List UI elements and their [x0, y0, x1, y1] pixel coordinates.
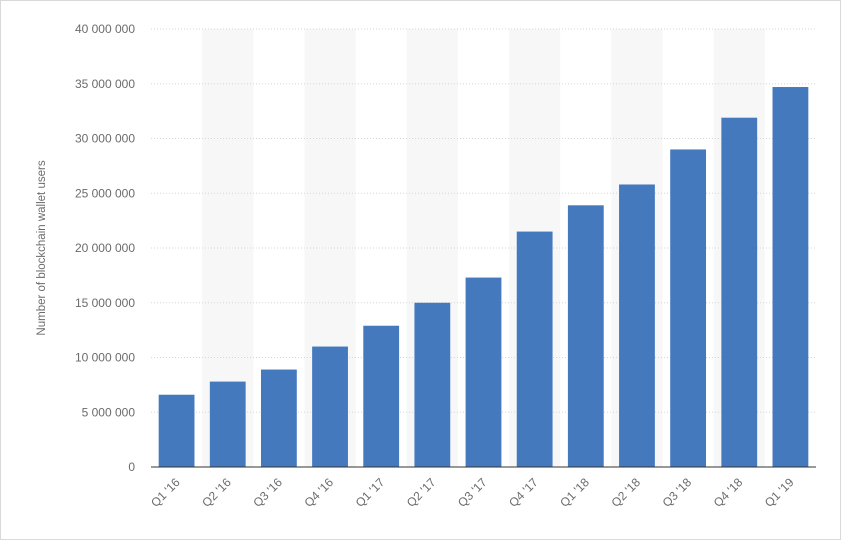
y-axis-title: Number of blockchain wallet users: [36, 160, 48, 335]
y-axis-ticks: 0 5 000 000 10 000 000 15 000 000 20 000 000…: [75, 22, 135, 474]
bar[interactable]: [312, 346, 348, 467]
x-tick-label: Q4 '17: [506, 475, 541, 510]
bar[interactable]: [158, 394, 195, 467]
y-tick-label: 35 000 000: [75, 77, 135, 91]
y-tick-label: 25 000 000: [75, 186, 135, 200]
bar[interactable]: [414, 302, 451, 467]
bar[interactable]: [363, 325, 400, 467]
bar[interactable]: [772, 87, 809, 467]
x-tick-label: Q2 '16: [199, 475, 234, 510]
bar[interactable]: [619, 184, 655, 468]
bar[interactable]: [516, 231, 553, 467]
y-tick-label: 40 000 000: [75, 22, 135, 36]
x-tick-label: Q1 '18: [557, 475, 592, 510]
x-tick-label: Q2 '18: [608, 475, 643, 510]
bar[interactable]: [567, 205, 604, 468]
bar[interactable]: [721, 117, 758, 467]
x-axis-ticks: Q1 '16 Q2 '16 Q3 '16 Q4 '16 Q1 '17 Q2 '17 Q3 '…: [148, 475, 797, 510]
bar[interactable]: [209, 381, 246, 467]
y-tick-label: 0: [128, 460, 135, 474]
y-tick-label: 10 000 000: [75, 351, 135, 365]
y-tick-label: 15 000 000: [75, 296, 135, 310]
x-tick-label: Q1 '17: [353, 475, 388, 510]
y-tick-label: 5 000 000: [82, 405, 136, 419]
y-tick-label: 20 000 000: [75, 241, 135, 255]
x-tick-label: Q2 '17: [404, 475, 439, 510]
x-tick-label: Q3 '18: [660, 475, 695, 510]
x-tick-label: Q4 '18: [711, 475, 746, 510]
x-tick-label: Q3 '16: [250, 475, 285, 510]
bars-group: [158, 87, 809, 468]
bar[interactable]: [670, 149, 707, 467]
x-tick-label: Q3 '17: [455, 475, 490, 510]
x-tick-label: Q1 '16: [148, 475, 183, 510]
y-tick-label: 30 000 000: [75, 132, 135, 146]
x-tick-label: Q4 '16: [302, 475, 337, 510]
x-tick-label: Q1 '19: [762, 475, 797, 510]
bar[interactable]: [260, 369, 297, 467]
bar[interactable]: [465, 277, 502, 467]
